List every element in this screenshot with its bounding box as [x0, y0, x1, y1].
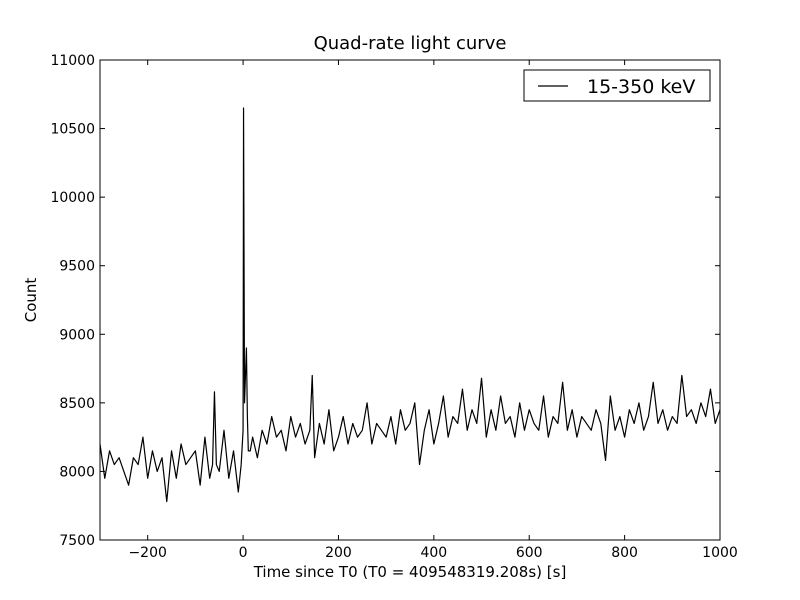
plot-border: [99, 59, 721, 541]
legend-label: 15-350 keV: [587, 76, 695, 98]
y-tick-label: 9000: [59, 327, 95, 343]
x-tick-label: 400: [420, 545, 447, 561]
plot-area: [99, 59, 721, 541]
chart-title: Quad-rate light curve: [314, 33, 507, 54]
y-tick-label: 9500: [59, 259, 95, 275]
y-axis-label: Count: [22, 278, 40, 323]
y-tick-label: 8000: [59, 464, 95, 480]
plot-background: [100, 60, 720, 540]
y-tick-label: 10500: [50, 122, 95, 138]
x-tick-label: 200: [325, 545, 352, 561]
y-tick-label: 8500: [59, 396, 95, 412]
x-axis-label: Time since T0 (T0 = 409548319.208s) [s]: [253, 563, 567, 581]
y-tick-label: 7500: [59, 533, 95, 549]
axis-ticks: −200 0 200 400 600 800 1000 7500 8000 8500 9000 950…: [50, 53, 737, 561]
x-tick-label: 800: [611, 545, 638, 561]
y-tick-label: 11000: [50, 53, 95, 69]
x-tick-label: 600: [516, 545, 543, 561]
x-tick-label: −200: [128, 545, 166, 561]
x-tick-label: 1000: [702, 545, 738, 561]
legend: 15-350 keV: [523, 69, 711, 102]
x-tick-label: 0: [239, 545, 248, 561]
y-tick-label: 10000: [50, 190, 95, 206]
series-group: [99, 107, 721, 503]
series-line-0: [99, 107, 721, 503]
